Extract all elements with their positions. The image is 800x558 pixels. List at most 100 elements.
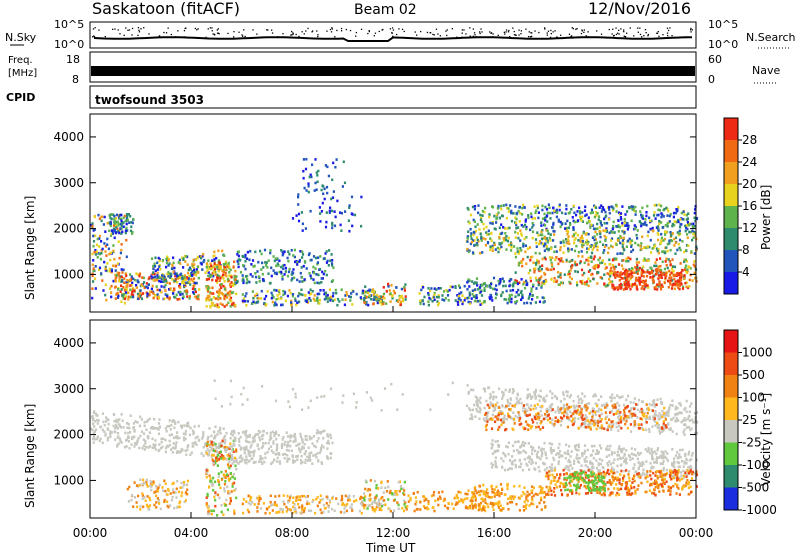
range-gate-cell	[152, 426, 154, 429]
range-gate-cell	[247, 300, 249, 303]
nsky-point	[350, 30, 351, 31]
range-gate-cell	[484, 207, 486, 210]
nsky-point	[692, 29, 693, 30]
range-gate-cell	[141, 276, 143, 279]
range-gate-cell	[130, 230, 132, 233]
range-gate-cell	[187, 480, 189, 483]
range-gate-cell	[529, 246, 531, 249]
range-gate-cell	[233, 432, 235, 435]
range-gate-cell	[464, 493, 466, 496]
range-gate-cell	[506, 290, 508, 293]
range-gate-cell	[599, 417, 601, 420]
range-gate-cell	[647, 245, 649, 248]
range-gate-cell	[213, 251, 215, 254]
range-gate-cell	[252, 440, 254, 443]
range-gate-cell	[243, 498, 245, 501]
range-gate-cell	[287, 441, 289, 444]
range-gate-cell	[464, 299, 466, 302]
range-gate-cell	[244, 295, 246, 298]
range-gate-cell	[477, 204, 479, 207]
range-gate-cell	[294, 433, 296, 436]
range-gate-cell	[326, 274, 328, 277]
nsky-point	[662, 34, 663, 35]
range-gate-cell	[99, 235, 101, 238]
range-gate-cell	[691, 230, 693, 233]
range-gate-cell	[603, 273, 605, 276]
range-gate-cell	[583, 272, 585, 275]
range-gate-cell	[570, 394, 572, 397]
range-gate-cell	[529, 269, 531, 272]
range-gate-cell	[391, 492, 393, 495]
range-gate-cell	[211, 484, 213, 487]
nsky-point	[119, 33, 120, 34]
range-gate-cell	[653, 211, 655, 214]
range-gate-cell	[181, 491, 183, 494]
range-gate-cell	[669, 404, 671, 407]
range-gate-cell	[466, 240, 468, 243]
range-gate-cell	[244, 268, 246, 271]
range-gate-cell	[242, 293, 244, 296]
range-gate-cell	[673, 212, 675, 215]
range-gate-cell	[190, 427, 192, 430]
range-gate-cell	[314, 512, 316, 515]
range-gate-cell	[229, 452, 231, 455]
range-gate-cell	[675, 212, 677, 215]
range-gate-cell	[273, 255, 275, 258]
range-gate-cell	[526, 397, 528, 400]
range-gate-cell	[96, 244, 98, 247]
range-gate-cell	[612, 228, 614, 231]
nsky-point	[256, 34, 257, 35]
range-gate-cell	[317, 496, 319, 499]
nsky-point	[601, 37, 602, 38]
nsky-point	[504, 33, 505, 34]
range-gate-cell	[197, 266, 199, 269]
range-gate-cell	[165, 451, 167, 454]
range-gate-cell	[550, 268, 552, 271]
range-gate-cell	[335, 292, 337, 295]
range-gate-cell	[294, 508, 296, 511]
range-gate-cell	[361, 512, 363, 515]
range-gate-cell	[324, 507, 326, 510]
range-gate-cell	[97, 214, 99, 217]
range-gate-cell	[658, 412, 660, 415]
range-gate-cell	[267, 290, 269, 293]
range-gate-cell	[171, 420, 173, 423]
range-gate-cell	[554, 395, 556, 398]
range-gate-cell	[134, 420, 136, 423]
range-gate-cell	[281, 443, 283, 446]
range-gate-cell	[318, 302, 320, 305]
range-gate-cell	[530, 212, 532, 215]
range-gate-cell	[360, 225, 362, 228]
range-gate-cell	[673, 278, 675, 281]
nsky-point	[208, 28, 209, 29]
range-gate-cell	[619, 272, 621, 275]
range-gate-cell	[294, 393, 296, 396]
range-gate-cell	[599, 226, 601, 229]
range-gate-cell	[224, 268, 226, 271]
range-gate-cell	[419, 501, 421, 504]
nsky-point	[641, 36, 642, 37]
range-gate-cell	[517, 283, 519, 286]
range-gate-cell	[685, 286, 687, 289]
nsky-point	[556, 37, 557, 38]
range-gate-cell	[195, 291, 197, 294]
range-gate-cell	[648, 217, 650, 220]
range-gate-cell	[137, 495, 139, 498]
range-gate-cell	[380, 486, 382, 489]
range-gate-cell	[193, 431, 195, 434]
range-gate-cell	[292, 501, 294, 504]
range-gate-cell	[396, 501, 398, 504]
range-gate-cell	[250, 446, 252, 449]
range-gate-cell	[229, 298, 231, 301]
range-gate-cell	[417, 491, 419, 494]
range-gate-cell	[289, 440, 291, 443]
range-gate-cell	[602, 229, 604, 232]
nsky-point	[578, 37, 579, 38]
range-gate-cell	[192, 445, 194, 448]
y-tick-label: 3000	[53, 176, 84, 190]
range-gate-cell	[166, 493, 168, 496]
range-gate-cell	[146, 295, 148, 298]
range-gate-cell	[591, 260, 593, 263]
range-gate-cell	[219, 279, 221, 282]
range-gate-cell	[115, 297, 117, 300]
